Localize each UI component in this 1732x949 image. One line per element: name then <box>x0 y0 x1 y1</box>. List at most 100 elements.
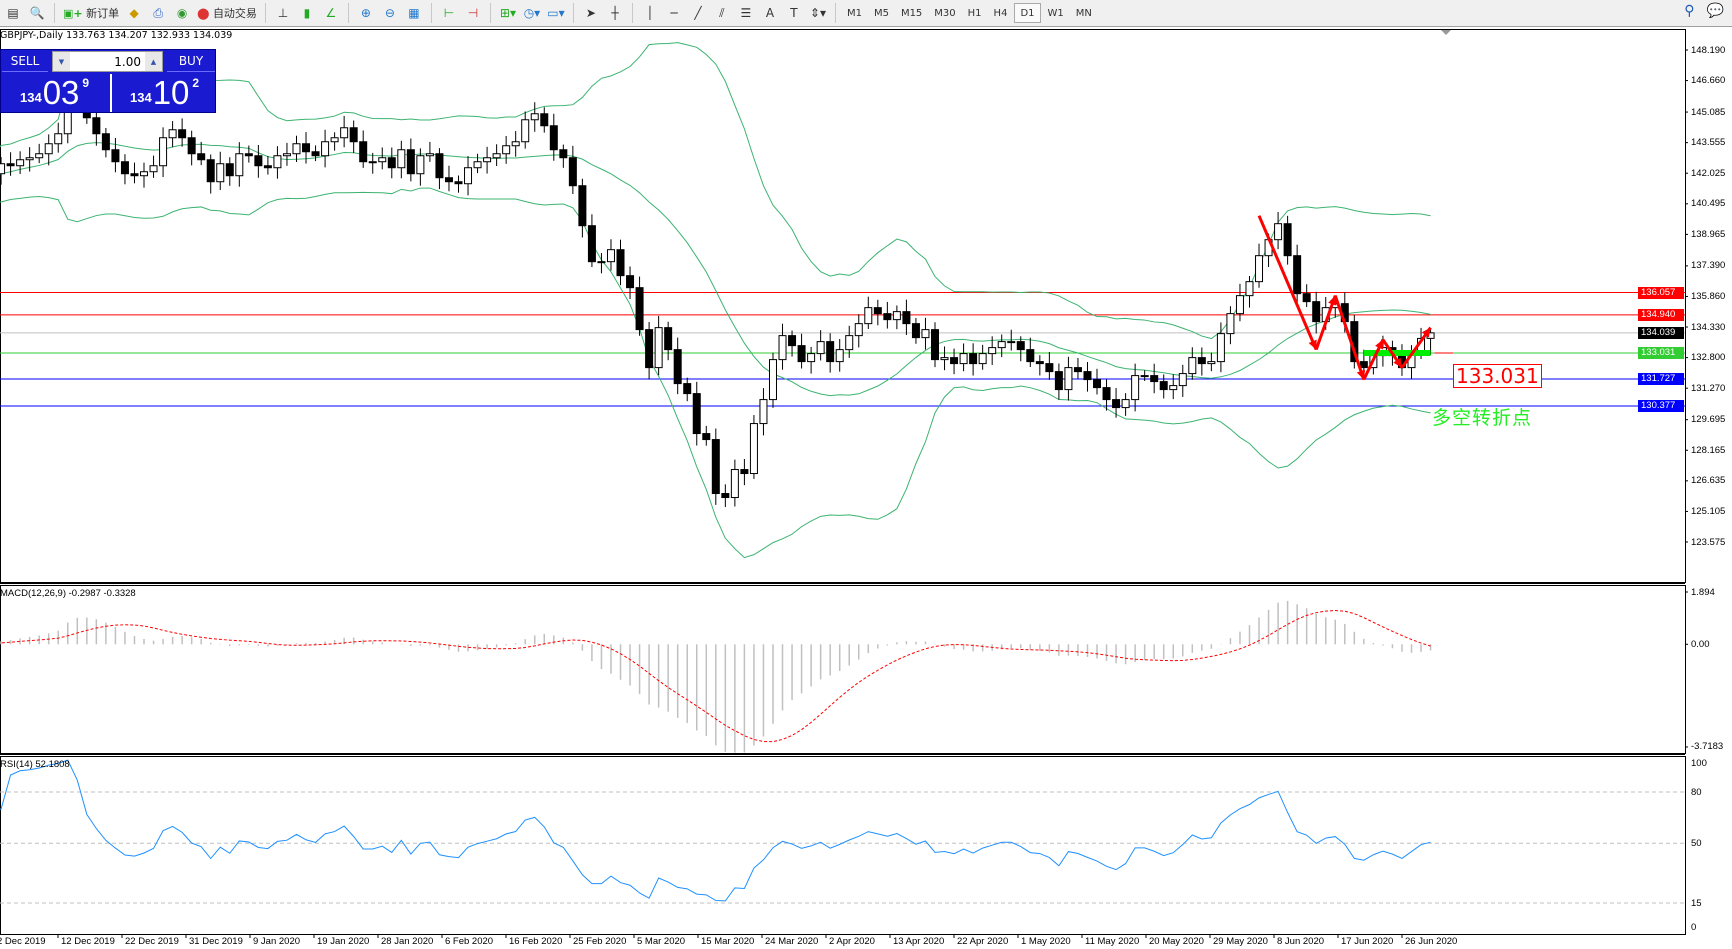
timeframe-h4[interactable]: H4 <box>993 7 1008 19</box>
candle-body <box>597 261 606 264</box>
candle-body <box>759 399 768 425</box>
candle-body <box>1235 295 1244 315</box>
equidistant-channel-icon[interactable]: ⫽ <box>719 5 725 20</box>
candle-body <box>1007 341 1016 344</box>
candle-body <box>187 137 196 155</box>
candle-body <box>1283 223 1292 257</box>
bar-chart-icon[interactable]: ⊥ <box>277 6 289 20</box>
rsi-tick-label: 15 <box>1691 897 1702 909</box>
price-line-label: 130.377 <box>1638 400 1684 413</box>
autoscroll-icon[interactable]: ⊢ <box>443 6 455 20</box>
horizontal-line-icon[interactable]: ─ <box>670 6 678 20</box>
timeframe-m1[interactable]: M1 <box>846 7 862 19</box>
candle-body <box>587 225 596 263</box>
date-label: 6 Feb 2020 <box>445 936 494 947</box>
line-chart-icon[interactable]: ∠ <box>325 6 337 20</box>
date-label: 24 Mar 2020 <box>765 936 819 947</box>
crosshair-icon[interactable]: ┼ <box>611 6 619 20</box>
signals-icon[interactable]: ◉ <box>176 6 188 20</box>
candle-body <box>1293 255 1302 295</box>
timeframe-m15[interactable]: M15 <box>900 7 923 19</box>
candlestick-chart-icon[interactable]: ▮ <box>303 6 311 20</box>
timeframe-h1[interactable]: H1 <box>967 7 982 19</box>
terminal-icon[interactable]: ⎙ <box>153 5 163 20</box>
timeframe-w1[interactable]: W1 <box>1047 7 1064 19</box>
search-icon[interactable]: ⚲ <box>1684 3 1695 19</box>
auto-trading-label: 自动交易 <box>212 7 257 20</box>
timeframe-m30[interactable]: M30 <box>934 7 956 19</box>
rsi-tick-label: 50 <box>1691 837 1702 849</box>
price-line-label: 133.031 <box>1638 346 1684 359</box>
vertical-line-icon[interactable]: │ <box>646 6 654 20</box>
candle-body <box>321 141 330 157</box>
metaeditor-icon[interactable]: ◆ <box>129 6 139 20</box>
candle-body <box>530 113 539 121</box>
candle-body <box>25 157 34 161</box>
chart-shift-icon[interactable]: ⊣ <box>467 6 479 20</box>
periods-clock-icon[interactable]: ◷▾ <box>523 6 541 20</box>
candle-body <box>692 393 701 435</box>
price-tick-label: 146.660 <box>1691 75 1726 87</box>
lot-increase-icon[interactable]: ▲ <box>145 52 162 71</box>
candle-body <box>606 249 615 263</box>
candle-body <box>559 149 568 159</box>
candle-body <box>616 249 625 277</box>
chat-icon[interactable]: 💬 <box>1706 3 1724 19</box>
divider <box>430 3 432 23</box>
price-tick-label: 129.695 <box>1691 414 1726 426</box>
candle-body <box>826 341 835 363</box>
rsi-tick-label: 80 <box>1691 786 1702 798</box>
candle-body <box>950 357 959 365</box>
fibonacci-icon[interactable]: ☰ <box>740 6 752 20</box>
candle-body <box>1150 375 1159 383</box>
date-label: 2 Dec 2019 <box>0 936 46 947</box>
text-icon[interactable]: A <box>765 6 775 20</box>
price-tick-label: 123.575 <box>1691 536 1726 548</box>
timeframe-mn[interactable]: MN <box>1075 7 1092 19</box>
cursor-icon[interactable]: ➤ <box>585 6 596 20</box>
date-label: 2 Apr 2020 <box>829 936 875 947</box>
rsi-line <box>0 759 1431 902</box>
buy-price[interactable]: 134 10 2 <box>110 74 216 112</box>
templates-icon[interactable]: ▭▾ <box>547 6 565 20</box>
timeframe-d1[interactable]: D1 <box>1014 3 1041 23</box>
new-order-button[interactable]: ▣+ 新订单 <box>61 2 121 24</box>
candle-body <box>778 335 787 361</box>
lot-size-value[interactable]: 1.00 <box>114 54 141 69</box>
arrows-icon[interactable]: ⇕▾ <box>809 6 826 20</box>
market-watch-icon[interactable]: 🔍 <box>29 6 45 20</box>
candle-body <box>1197 357 1206 365</box>
lot-size-field[interactable]: ▼ 1.00 ▲ <box>52 51 163 72</box>
arrowhead-icon <box>1328 295 1337 306</box>
candle-body <box>44 143 53 155</box>
new-order-label: 新订单 <box>86 7 120 20</box>
chart-list-icon[interactable]: ▤ <box>7 6 19 20</box>
zoom-in-icon[interactable]: ⊕ <box>360 6 371 20</box>
date-label: 29 May 2020 <box>1213 936 1268 947</box>
candle-body <box>1302 293 1311 303</box>
lot-decrease-icon[interactable]: ▼ <box>53 52 70 71</box>
price-line-label: 134.940 <box>1638 308 1684 321</box>
annotation-price-label: 133.031 <box>1453 364 1542 388</box>
candle-body <box>807 353 816 363</box>
indicators-icon[interactable]: ⊞▾ <box>499 6 516 20</box>
trendline-icon[interactable]: ╱ <box>694 6 702 20</box>
price-tick-label: 135.860 <box>1691 290 1726 302</box>
candle-body <box>0 163 6 175</box>
candle-body <box>454 181 463 185</box>
candle-body <box>1121 399 1130 409</box>
timeframe-m5[interactable]: M5 <box>873 7 889 19</box>
auto-trading-button[interactable]: ⬤ 自动交易 <box>195 2 259 24</box>
candle-body <box>1226 313 1235 335</box>
text-label-icon[interactable]: T <box>790 6 798 20</box>
candle-body <box>340 127 349 139</box>
buy-button[interactable]: BUY <box>167 51 215 72</box>
tile-windows-icon[interactable]: ▦ <box>408 6 420 20</box>
zoom-out-icon[interactable]: ⊖ <box>384 6 395 20</box>
arrowhead-icon <box>1375 339 1383 350</box>
date-label: 16 Feb 2020 <box>509 936 563 947</box>
sell-price[interactable]: 134 03 9 <box>2 74 108 112</box>
macd-pane-frame <box>0 585 1686 754</box>
sell-button[interactable]: SELL <box>2 51 48 72</box>
